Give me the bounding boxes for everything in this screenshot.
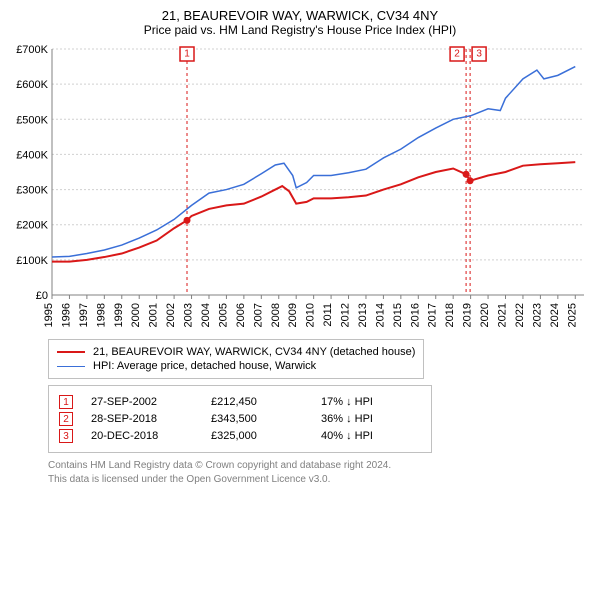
sale-marker-cell: 3 <box>59 429 73 443</box>
x-tick-label: 2020 <box>479 303 491 327</box>
sales-row: 3 20-DEC-2018£325,00040% ↓ HPI <box>59 429 421 443</box>
attribution-line: Contains HM Land Registry data © Crown c… <box>48 459 592 473</box>
sale-price: £325,000 <box>211 430 321 442</box>
x-tick-label: 2007 <box>252 303 264 327</box>
x-tick-label: 2021 <box>497 303 509 327</box>
y-tick-label: £200K <box>16 220 48 232</box>
attribution-line: This data is licensed under the Open Gov… <box>48 473 592 487</box>
sale-price: £343,500 <box>211 413 321 425</box>
x-tick-label: 1996 <box>60 303 72 327</box>
legend-label: HPI: Average price, detached house, Warw… <box>93 360 316 372</box>
x-tick-label: 2024 <box>549 303 561 327</box>
x-tick-label: 2019 <box>462 303 474 327</box>
x-tick-label: 2013 <box>357 303 369 327</box>
x-tick-label: 2000 <box>130 303 142 327</box>
y-tick-label: £500K <box>16 114 48 126</box>
sale-delta: 17% ↓ HPI <box>321 396 421 408</box>
x-tick-label: 2009 <box>287 303 299 327</box>
x-tick-label: 1999 <box>113 303 125 327</box>
y-tick-label: £700K <box>16 44 48 56</box>
x-tick-label: 2010 <box>305 303 317 327</box>
sale-date: 27-SEP-2002 <box>91 396 211 408</box>
sale-marker-number: 2 <box>454 49 460 60</box>
sale-point <box>184 217 191 224</box>
y-tick-label: £400K <box>16 149 48 161</box>
sale-point <box>467 177 474 184</box>
sale-point <box>463 171 470 178</box>
sales-row: 1 27-SEP-2002£212,45017% ↓ HPI <box>59 395 421 409</box>
x-tick-label: 2016 <box>409 303 421 327</box>
x-tick-label: 2014 <box>374 303 386 327</box>
x-tick-label: 2018 <box>444 303 456 327</box>
y-tick-label: £0 <box>36 290 48 302</box>
sale-date: 28-SEP-2018 <box>91 413 211 425</box>
legend-item: 21, BEAUREVOIR WAY, WARWICK, CV34 4NY (d… <box>57 346 415 358</box>
y-tick-label: £600K <box>16 79 48 91</box>
legend-swatch <box>57 366 85 367</box>
sale-marker-cell: 1 <box>59 395 73 409</box>
x-tick-label: 2015 <box>392 303 404 327</box>
sale-date: 20-DEC-2018 <box>91 430 211 442</box>
x-tick-label: 2004 <box>200 303 212 327</box>
legend-swatch <box>57 351 85 353</box>
x-tick-label: 2001 <box>148 303 160 327</box>
y-tick-label: £300K <box>16 185 48 197</box>
sale-marker-cell: 2 <box>59 412 73 426</box>
sale-marker-number: 3 <box>476 49 482 60</box>
x-tick-label: 1997 <box>78 303 90 327</box>
sales-row: 2 28-SEP-2018£343,50036% ↓ HPI <box>59 412 421 426</box>
sale-marker-number: 1 <box>184 49 190 60</box>
x-tick-label: 2011 <box>322 303 334 327</box>
x-tick-label: 2012 <box>340 303 352 327</box>
chart-container: £0 £100K £200K £300K £400K £500K £600K £700K 199… <box>8 43 592 333</box>
sale-delta: 36% ↓ HPI <box>321 413 421 425</box>
x-tick-label: 2002 <box>165 303 177 327</box>
chart-title: 21, BEAUREVOIR WAY, WARWICK, CV34 4NY <box>8 8 592 23</box>
sale-delta: 40% ↓ HPI <box>321 430 421 442</box>
legend-label: 21, BEAUREVOIR WAY, WARWICK, CV34 4NY (d… <box>93 346 415 358</box>
x-tick-label: 2006 <box>235 303 247 327</box>
sale-price: £212,450 <box>211 396 321 408</box>
x-tick-label: 2008 <box>270 303 282 327</box>
chart-svg: £0 £100K £200K £300K £400K £500K £600K £700K 199… <box>8 43 592 333</box>
x-tick-label: 2025 <box>566 303 578 327</box>
x-tick-label: 1998 <box>95 303 107 327</box>
x-tick-label: 2003 <box>183 303 195 327</box>
x-tick-label: 1995 <box>43 303 55 327</box>
legend-item: HPI: Average price, detached house, Warw… <box>57 360 415 372</box>
chart-subtitle: Price paid vs. HM Land Registry's House … <box>8 23 592 37</box>
x-tick-label: 2017 <box>427 303 439 327</box>
x-tick-label: 2023 <box>531 303 543 327</box>
legend: 21, BEAUREVOIR WAY, WARWICK, CV34 4NY (d… <box>48 339 424 379</box>
x-tick-label: 2022 <box>514 303 526 327</box>
attribution: Contains HM Land Registry data © Crown c… <box>48 459 592 486</box>
y-tick-label: £100K <box>16 255 48 267</box>
x-tick-label: 2005 <box>217 303 229 327</box>
sales-table: 1 27-SEP-2002£212,45017% ↓ HPI 2 28-SEP-201… <box>48 385 432 453</box>
